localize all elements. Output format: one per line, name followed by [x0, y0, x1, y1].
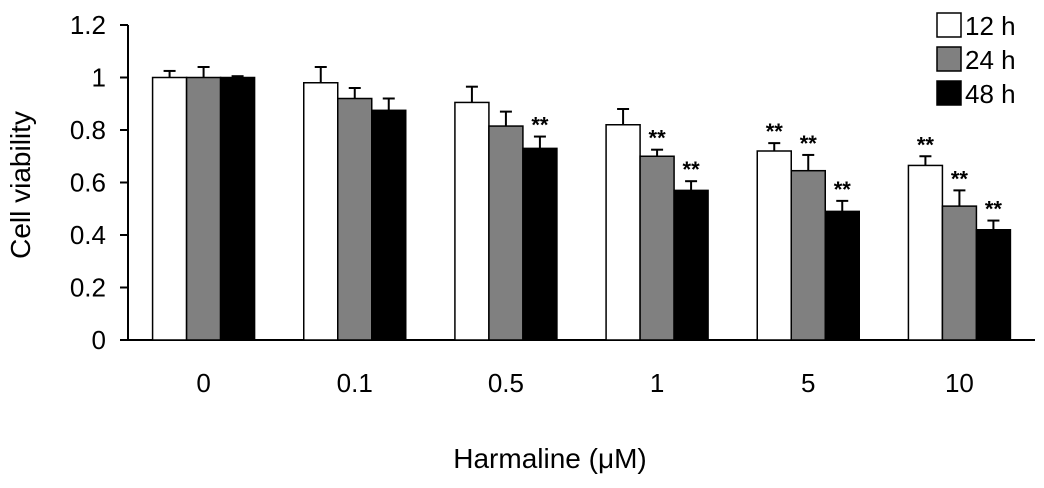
- legend-swatch: [936, 80, 962, 106]
- bar: [185, 76, 222, 341]
- bar: [824, 210, 860, 341]
- legend-swatch: [936, 46, 962, 72]
- bar: [522, 147, 558, 341]
- y-tick-label: 1: [92, 63, 106, 93]
- bar: [639, 155, 675, 341]
- y-tick-label: 0.8: [70, 115, 106, 145]
- bar: [941, 205, 978, 341]
- legend: 12 h 24 h 48 h: [936, 11, 1016, 109]
- y-tick-label: 0: [92, 325, 106, 355]
- y-tick-label: 0.2: [70, 273, 106, 303]
- significance-label: **: [800, 131, 818, 156]
- legend-label: 12 h: [965, 11, 1016, 41]
- axes: 0 0.2 0.4 0.6 0.8 1 1.2 0 0.1 0.5 1 5 10: [70, 10, 1035, 398]
- x-axis-label: Harmaline (μM): [453, 443, 646, 474]
- legend-label: 24 h: [965, 45, 1016, 75]
- y-tick-label: 0.6: [70, 168, 106, 198]
- bar: [303, 82, 339, 341]
- y-tick-label: 1.2: [70, 10, 106, 40]
- legend-swatch: [936, 12, 962, 38]
- x-tick-label: 1: [650, 368, 664, 398]
- significance-label: **: [531, 113, 549, 138]
- bar: [219, 76, 256, 341]
- bar: [605, 124, 641, 341]
- bar: [371, 109, 407, 341]
- y-axis-label: Cell viability: [5, 111, 36, 259]
- bar: [790, 169, 826, 341]
- bar: [454, 101, 490, 341]
- bars-layer: ** ** ** ** ** ** ** ** **: [151, 66, 1012, 341]
- legend-label: 48 h: [965, 79, 1016, 109]
- significance-label: **: [683, 157, 701, 182]
- bar: [975, 229, 1012, 341]
- x-tick-label: 5: [801, 368, 815, 398]
- significance-label: **: [834, 177, 852, 202]
- bar: [673, 189, 709, 341]
- significance-label: **: [649, 126, 667, 151]
- x-tick-label: 0.1: [337, 368, 373, 398]
- bar: [756, 150, 792, 341]
- x-tick-label: 0: [196, 368, 210, 398]
- x-tick-label: 10: [945, 368, 974, 398]
- bar: [488, 125, 524, 341]
- significance-label: **: [951, 166, 969, 191]
- significance-label: **: [766, 119, 784, 144]
- significance-label: **: [917, 132, 935, 157]
- significance-label: **: [985, 197, 1003, 222]
- bar: [151, 76, 188, 341]
- y-tick-label: 0.4: [70, 220, 106, 250]
- x-tick-label: 0.5: [488, 368, 524, 398]
- bar: [337, 97, 373, 341]
- bar: [907, 164, 944, 341]
